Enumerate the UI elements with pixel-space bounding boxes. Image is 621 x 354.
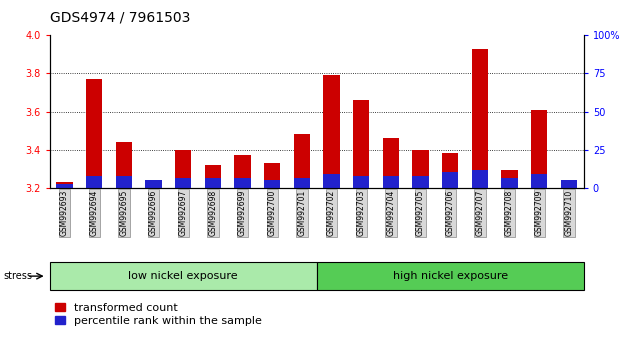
Bar: [294, 135, 310, 188]
Bar: [234, 155, 251, 188]
Bar: [86, 176, 102, 188]
Text: GSM992704: GSM992704: [386, 190, 396, 236]
Bar: [205, 178, 221, 188]
Text: GSM992699: GSM992699: [238, 190, 247, 236]
Bar: [175, 178, 191, 188]
Text: GSM992702: GSM992702: [327, 190, 336, 236]
Text: high nickel exposure: high nickel exposure: [392, 271, 508, 281]
Bar: [531, 174, 547, 188]
Text: GSM992701: GSM992701: [297, 190, 306, 236]
Bar: [145, 180, 161, 188]
Bar: [294, 178, 310, 188]
Text: GSM992710: GSM992710: [564, 190, 573, 236]
Bar: [50, 262, 317, 290]
Bar: [561, 184, 577, 188]
Text: GSM992694: GSM992694: [89, 190, 99, 236]
Text: GDS4974 / 7961503: GDS4974 / 7961503: [50, 11, 190, 25]
Text: GSM992700: GSM992700: [268, 190, 277, 236]
Bar: [57, 184, 73, 188]
Bar: [205, 165, 221, 188]
Bar: [264, 163, 280, 188]
Bar: [116, 142, 132, 188]
Bar: [234, 178, 251, 188]
Bar: [442, 172, 458, 188]
Bar: [324, 174, 340, 188]
Bar: [317, 262, 584, 290]
Bar: [353, 100, 369, 188]
Bar: [531, 110, 547, 188]
Text: GSM992703: GSM992703: [356, 190, 366, 236]
Bar: [353, 176, 369, 188]
Text: GSM992693: GSM992693: [60, 190, 69, 236]
Bar: [472, 171, 488, 188]
Bar: [501, 171, 518, 188]
Bar: [561, 180, 577, 188]
Bar: [412, 150, 428, 188]
Bar: [383, 176, 399, 188]
Bar: [86, 79, 102, 188]
Text: GSM992709: GSM992709: [535, 190, 544, 236]
Bar: [175, 150, 191, 188]
Bar: [145, 182, 161, 188]
Text: low nickel exposure: low nickel exposure: [129, 271, 238, 281]
Text: GSM992698: GSM992698: [209, 190, 217, 236]
Text: stress: stress: [3, 271, 32, 281]
Text: GSM992695: GSM992695: [119, 190, 129, 236]
Text: GSM992706: GSM992706: [446, 190, 455, 236]
Text: GSM992696: GSM992696: [149, 190, 158, 236]
Bar: [442, 153, 458, 188]
Text: GSM992708: GSM992708: [505, 190, 514, 236]
Bar: [383, 138, 399, 188]
Bar: [501, 178, 518, 188]
Bar: [57, 182, 73, 188]
Bar: [412, 176, 428, 188]
Bar: [472, 49, 488, 188]
Bar: [116, 176, 132, 188]
Text: GSM992707: GSM992707: [476, 190, 484, 236]
Legend: transformed count, percentile rank within the sample: transformed count, percentile rank withi…: [55, 303, 262, 326]
Bar: [264, 180, 280, 188]
Bar: [324, 75, 340, 188]
Text: GSM992697: GSM992697: [179, 190, 188, 236]
Text: GSM992705: GSM992705: [416, 190, 425, 236]
